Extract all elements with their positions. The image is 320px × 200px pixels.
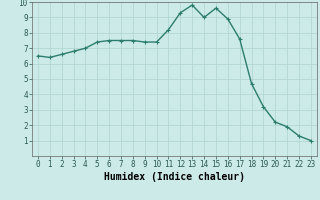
X-axis label: Humidex (Indice chaleur): Humidex (Indice chaleur) bbox=[104, 172, 245, 182]
